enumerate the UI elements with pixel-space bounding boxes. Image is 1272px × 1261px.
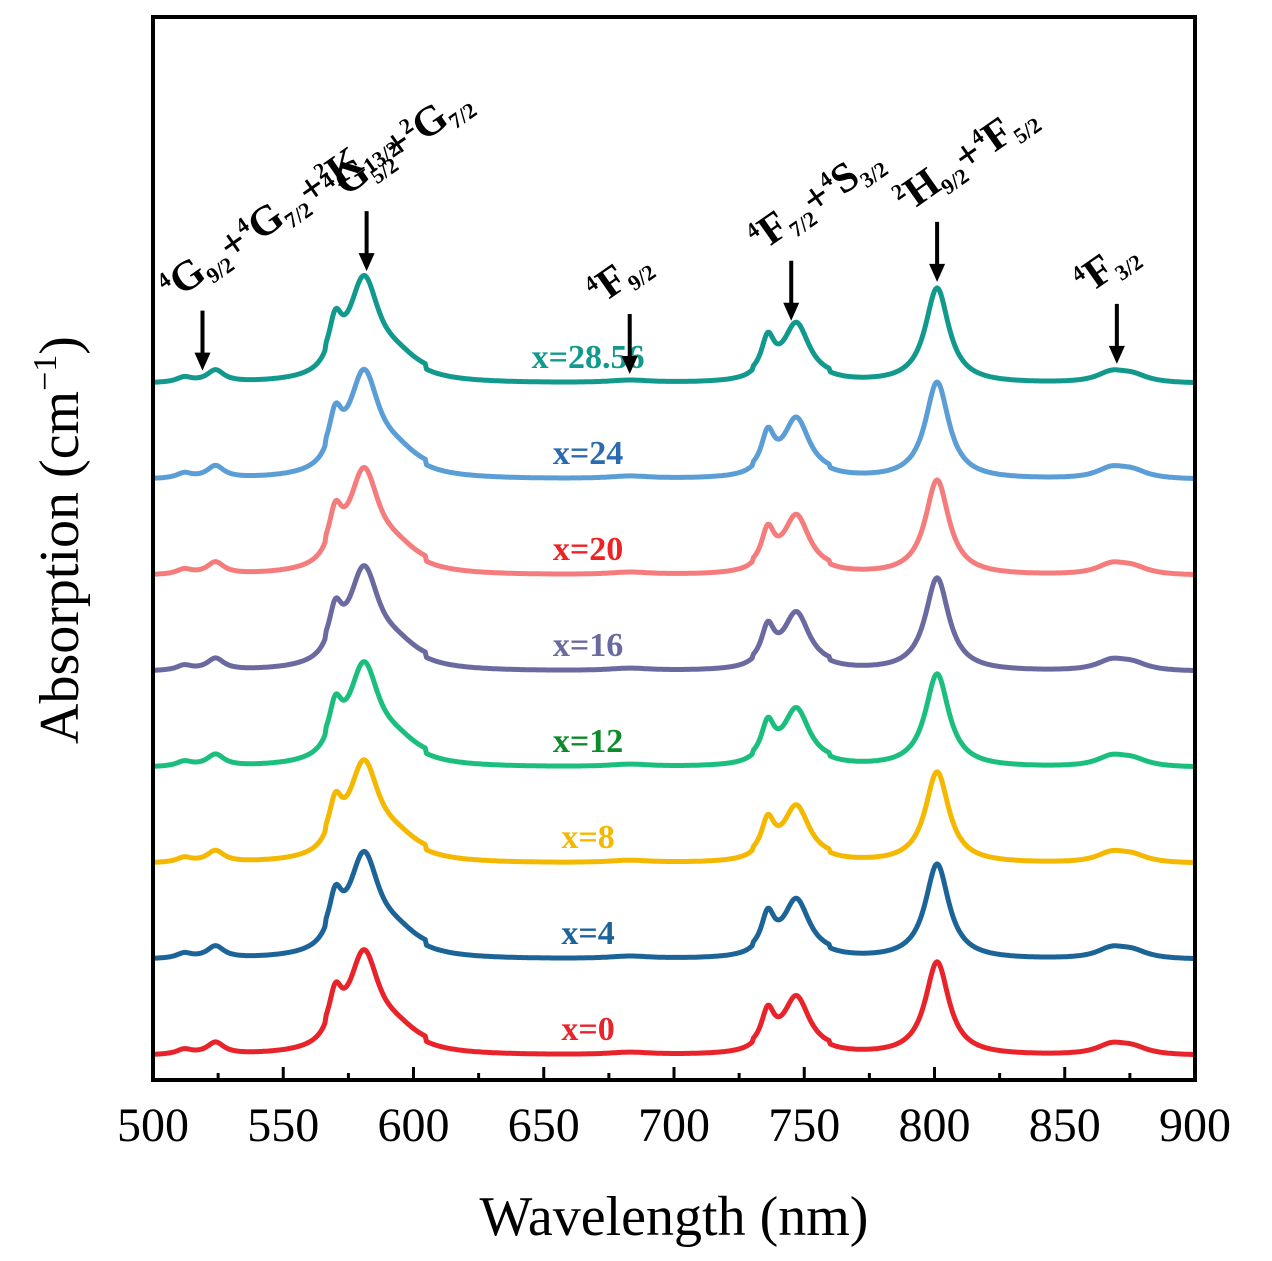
x-axis-title: Wavelength (nm) xyxy=(480,1186,869,1248)
transition-label-3: 4F7/2+4S3/2 xyxy=(741,137,893,264)
x-tick-label-750: 750 xyxy=(768,1099,840,1152)
annotation-arrowhead xyxy=(194,352,211,371)
x-axis: 500 550 600 650 700 750 800 850 900 xyxy=(117,1067,1231,1152)
transition-label-2: 4F9/2 xyxy=(579,239,660,316)
series-label-x=12: x=12 xyxy=(553,723,623,760)
series-layer: x=0x=4x=8x=12x=16x=20x=24x=28.56 xyxy=(151,272,1197,1058)
annotation-arrowhead xyxy=(929,263,946,282)
series-label-x=24: x=24 xyxy=(553,435,623,472)
transition-label-5: 4F3/2 xyxy=(1066,229,1147,306)
x-tick-label-800: 800 xyxy=(899,1099,971,1152)
series-line-x=4 xyxy=(151,848,1197,961)
series-line-x=24 xyxy=(151,366,1197,481)
y-axis-title: Absorption (cm−1) xyxy=(27,336,91,744)
x-tick-label-550: 550 xyxy=(247,1099,319,1152)
series-label-x=8: x=8 xyxy=(561,819,614,856)
series-line-x=8 xyxy=(151,757,1197,866)
annotation-arrowhead xyxy=(1108,345,1125,364)
series-line-x=28.56 xyxy=(151,272,1197,385)
series-line-x=0 xyxy=(151,947,1197,1058)
annotation-arrowhead xyxy=(358,253,375,272)
series-line-x=12 xyxy=(151,659,1197,770)
x-tick-label-850: 850 xyxy=(1029,1099,1101,1152)
transition-label-4: 2H9/2+4F5/2 xyxy=(886,92,1046,224)
series-label-x=0: x=0 xyxy=(561,1011,614,1048)
series-label-x=4: x=4 xyxy=(561,915,614,952)
x-tick-label-650: 650 xyxy=(508,1099,580,1152)
series-label-x=16: x=16 xyxy=(553,627,623,664)
x-tick-label-500: 500 xyxy=(117,1099,189,1152)
annotation-layer: 4G9/2+4G7/2+2K13/24G5/2+2G7/24F9/24F7/2+… xyxy=(152,92,1147,375)
x-tick-label-700: 700 xyxy=(638,1099,710,1152)
series-line-x=16 xyxy=(151,563,1197,674)
x-tick-label-600: 600 xyxy=(378,1099,450,1152)
annotation-arrowhead xyxy=(621,356,638,375)
x-tick-label-900: 900 xyxy=(1159,1099,1231,1152)
series-label-x=20: x=20 xyxy=(553,531,623,568)
series-line-x=20 xyxy=(151,464,1197,577)
annotation-arrowhead xyxy=(783,302,800,321)
